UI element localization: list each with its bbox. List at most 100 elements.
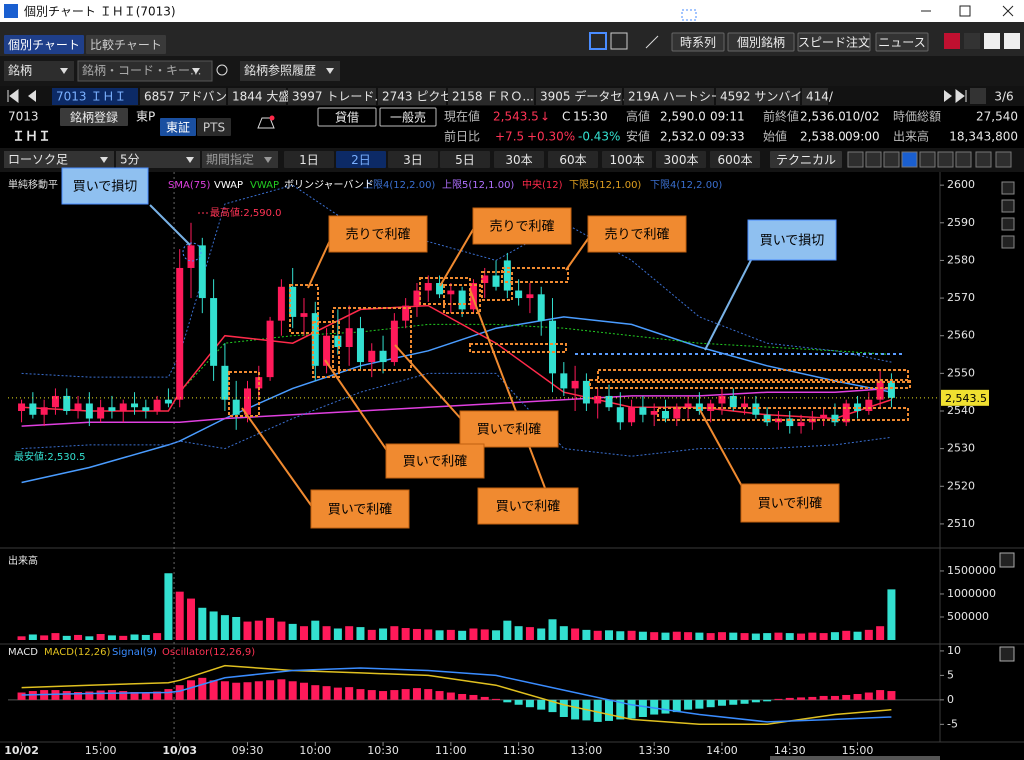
interval[interactable]: 5分 xyxy=(120,153,140,167)
nav-first[interactable] xyxy=(7,89,19,103)
button[interactable] xyxy=(284,151,334,168)
button-label[interactable]: 30本 xyxy=(505,153,532,167)
tool-icon[interactable] xyxy=(865,151,882,168)
button[interactable] xyxy=(379,107,437,127)
tool-icon[interactable] xyxy=(975,151,992,168)
button-label[interactable]: 個別銘柄 xyxy=(737,35,785,50)
button[interactable] xyxy=(770,151,842,168)
ticker-tab-label[interactable]: 3997 トレード... xyxy=(292,90,386,104)
ticker-tab[interactable] xyxy=(802,88,828,105)
button-label[interactable]: 60本 xyxy=(559,153,586,167)
period-select[interactable] xyxy=(202,151,278,168)
ticker-tab[interactable] xyxy=(288,88,376,105)
ticker-tab[interactable] xyxy=(52,88,138,105)
button[interactable] xyxy=(602,151,652,168)
button-label[interactable]: 個別チャート xyxy=(8,38,80,52)
close-panel[interactable] xyxy=(999,552,1015,568)
tool-icon[interactable] xyxy=(995,151,1012,168)
search-input[interactable] xyxy=(77,60,213,82)
button-label[interactable]: 100本 xyxy=(610,153,645,167)
text-icon[interactable] xyxy=(984,33,1000,49)
nav-prev[interactable] xyxy=(28,90,36,102)
button[interactable] xyxy=(710,151,760,168)
symbol-label[interactable]: 銘柄 xyxy=(8,63,32,78)
side-icon[interactable] xyxy=(1001,217,1015,231)
history-label[interactable]: 銘柄参照履歴 xyxy=(244,63,316,78)
tool-icon[interactable] xyxy=(847,151,864,168)
nav-last[interactable] xyxy=(955,89,967,103)
nav-next[interactable] xyxy=(944,90,952,102)
tool-icon[interactable] xyxy=(937,151,954,168)
button[interactable] xyxy=(388,151,438,168)
ticker-tab[interactable] xyxy=(716,88,800,105)
button-label[interactable]: ニュース xyxy=(878,36,925,50)
ticker-tab-label[interactable]: 414/ xyxy=(806,90,834,104)
layout-icon[interactable] xyxy=(610,32,628,50)
button[interactable] xyxy=(317,107,377,127)
ticker-tab-label[interactable]: 1844 大盛工 xyxy=(232,89,302,104)
ticker-tab[interactable] xyxy=(140,88,226,105)
button[interactable] xyxy=(797,32,871,52)
button[interactable] xyxy=(440,151,490,168)
button-label[interactable]: 5日 xyxy=(455,153,475,167)
button-label[interactable]: テクニカル xyxy=(776,153,836,167)
close-panel[interactable] xyxy=(999,646,1015,662)
button[interactable] xyxy=(548,151,598,168)
side-icon[interactable] xyxy=(1001,181,1015,195)
ticker-tab-label[interactable]: 2158 ＦＲＯ... xyxy=(452,90,534,104)
search-icon[interactable] xyxy=(216,64,228,76)
button-label[interactable]: 1日 xyxy=(299,153,319,167)
button[interactable] xyxy=(197,118,231,136)
ticker-tab[interactable] xyxy=(536,88,622,105)
chart-kind[interactable]: ローソク足 xyxy=(8,153,68,167)
chart-kind-select[interactable] xyxy=(4,151,114,168)
button[interactable] xyxy=(727,32,795,52)
symbol-select[interactable] xyxy=(4,61,74,81)
layout-icon[interactable] xyxy=(589,32,607,50)
ticker-tab-label[interactable]: 7013 ＩＨＩ xyxy=(56,90,126,104)
button[interactable] xyxy=(86,35,166,54)
period[interactable]: 期間指定 xyxy=(206,152,254,167)
button-label[interactable]: 銘柄登録 xyxy=(70,110,118,125)
tool-icon[interactable] xyxy=(955,151,972,168)
button[interactable] xyxy=(336,151,386,168)
tool-icon[interactable] xyxy=(919,151,936,168)
ticker-tab[interactable] xyxy=(378,88,446,105)
interval-select[interactable] xyxy=(116,151,200,168)
button[interactable] xyxy=(656,151,706,168)
button[interactable] xyxy=(60,108,128,126)
button-label[interactable]: 300本 xyxy=(664,153,699,167)
tool-icon[interactable] xyxy=(883,151,900,168)
ticker-tab-label[interactable]: 219A ハートシード xyxy=(628,90,735,104)
ticker-tab-label[interactable]: 2743 ピクセル xyxy=(382,90,464,104)
ticker-tab[interactable] xyxy=(228,88,286,105)
ticker-tab-label[interactable]: 6857 アドバン... xyxy=(144,90,238,104)
ticker-tab[interactable] xyxy=(448,88,534,105)
button[interactable] xyxy=(875,32,929,52)
button-label[interactable]: PTS xyxy=(203,121,225,135)
button-label[interactable]: スピード注文 xyxy=(798,35,870,50)
button-label[interactable]: 比較チャート xyxy=(90,37,162,52)
button[interactable] xyxy=(160,118,196,136)
back-button[interactable] xyxy=(970,88,986,104)
ticker-tab[interactable] xyxy=(624,88,714,105)
link-icon[interactable] xyxy=(944,33,960,49)
maximize[interactable] xyxy=(959,5,971,17)
side-icon[interactable] xyxy=(1001,235,1015,249)
button-label[interactable]: 2日 xyxy=(351,153,371,167)
button-label[interactable]: 600本 xyxy=(718,153,753,167)
button-label[interactable]: 一般売 xyxy=(390,110,426,125)
refresh-icon[interactable] xyxy=(964,33,980,49)
button-label[interactable]: 時系列 xyxy=(680,36,716,50)
button-label[interactable]: 東証 xyxy=(166,121,190,135)
button-label[interactable]: 3日 xyxy=(403,153,423,167)
button-label[interactable]: 貸借 xyxy=(335,110,359,125)
help-icon[interactable] xyxy=(1004,33,1020,49)
ticker-tab-label[interactable]: 4592 サンバイオ xyxy=(720,90,814,104)
history-button[interactable] xyxy=(240,61,340,81)
search-placeholder[interactable]: 銘柄・コード・キー... xyxy=(82,63,201,78)
button[interactable] xyxy=(494,151,544,168)
side-icon[interactable] xyxy=(1001,199,1015,213)
ticker-tab-label[interactable]: 3905 データセ... xyxy=(540,89,634,104)
button[interactable] xyxy=(4,35,84,54)
